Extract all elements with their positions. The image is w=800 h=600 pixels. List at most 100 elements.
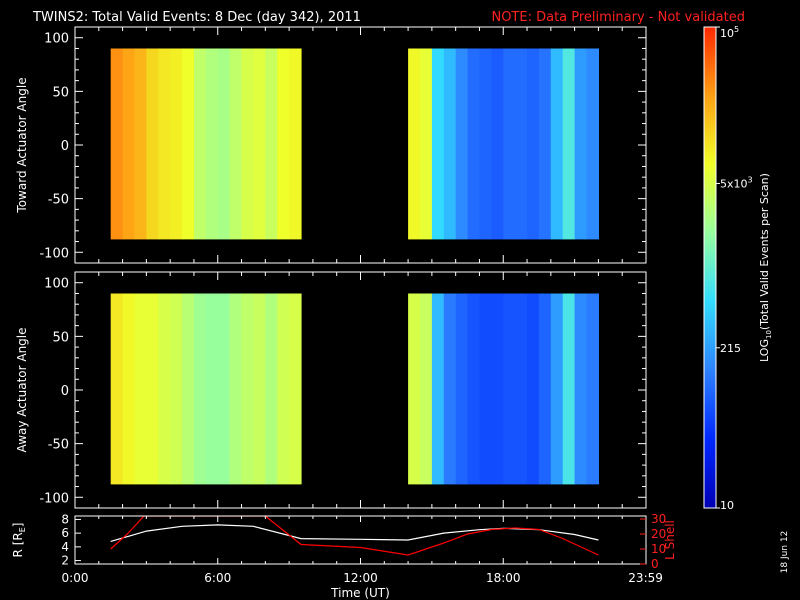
left-y-tick-label: 6 bbox=[61, 526, 69, 540]
heatmap-cell bbox=[586, 293, 599, 485]
data-block-1 bbox=[110, 293, 302, 485]
y-tick-label: -100 bbox=[39, 491, 69, 506]
heatmap-cell bbox=[229, 48, 243, 240]
heatmap-cell bbox=[134, 293, 147, 485]
y-tick-label: -50 bbox=[48, 438, 69, 453]
heatmap-cell bbox=[562, 293, 576, 485]
y-tick-label: 0 bbox=[61, 384, 69, 399]
heatmap-cell bbox=[217, 48, 231, 240]
heatmap-cell bbox=[158, 48, 171, 240]
heatmap-cell bbox=[122, 293, 136, 485]
heatmap-cell bbox=[431, 48, 445, 240]
toward-angle-panel: 100 50 0 -50 -100 Toward Actuator Angle bbox=[15, 26, 647, 264]
heatmap-cell bbox=[538, 293, 552, 485]
heatmap-cell bbox=[443, 48, 457, 240]
left-y-tick-label: 4 bbox=[61, 540, 69, 554]
heatmap-cell bbox=[205, 293, 219, 485]
y-tick-label: 100 bbox=[44, 277, 69, 292]
y-tick-label: 50 bbox=[52, 330, 69, 345]
preliminary-note: NOTE: Data Preliminary - Not validated bbox=[491, 10, 745, 25]
heatmap-cell bbox=[562, 48, 576, 240]
heatmap-cell bbox=[503, 293, 516, 485]
colorbar-label: LOG10(Total Valid Events per Scan) bbox=[758, 173, 773, 362]
heatmap-cell bbox=[467, 293, 481, 485]
left-y-tick-label: 8 bbox=[61, 512, 69, 526]
heatmap-cell bbox=[586, 48, 599, 240]
heatmap-cell bbox=[182, 48, 195, 240]
heatmap-cell bbox=[443, 293, 457, 485]
x-tick-label: 12:00 bbox=[343, 571, 378, 585]
left-y-axis-label: R [RE] bbox=[11, 523, 27, 558]
colorbar-tick-base: 10 bbox=[720, 499, 734, 512]
heatmap-cell bbox=[122, 48, 136, 240]
heatmap-cell bbox=[420, 293, 433, 485]
colorbar-label-sub: 10 bbox=[765, 330, 773, 339]
left-y-label-end: ] bbox=[11, 523, 25, 528]
x-tick-label: 0:00 bbox=[62, 571, 89, 585]
colorbar-tick-base: 10 bbox=[720, 27, 734, 40]
heatmap-cell bbox=[253, 48, 266, 240]
heatmap-cell bbox=[110, 48, 124, 240]
colorbar-tick-label: 215 bbox=[720, 342, 741, 355]
away-angle-panel: 100 50 0 -50 -100 Away Actuator Angle bbox=[15, 271, 647, 509]
heatmap-cell bbox=[194, 48, 207, 240]
data-block-1 bbox=[110, 48, 302, 240]
heatmap-cell bbox=[550, 48, 564, 240]
line-series-group bbox=[110, 516, 599, 556]
heatmap-cell bbox=[455, 48, 469, 240]
heatmap-cell bbox=[491, 48, 504, 240]
colorbar-gradient bbox=[703, 26, 717, 509]
heatmap-cell bbox=[289, 293, 302, 485]
heatmap-cell bbox=[408, 48, 421, 240]
right-y-tick-label: 20 bbox=[651, 527, 666, 541]
heatmap-cell bbox=[134, 48, 147, 240]
data-block-2 bbox=[408, 48, 599, 240]
side-date: 18 Jun 12 bbox=[780, 531, 790, 574]
lshell-series-line bbox=[110, 516, 599, 556]
right-y-tick-label: 10 bbox=[651, 542, 666, 556]
colorbar-label-base: LOG bbox=[758, 339, 771, 362]
heatmap-cell bbox=[253, 293, 266, 485]
y-tick-label: -100 bbox=[39, 246, 69, 261]
heatmap-cell bbox=[515, 293, 528, 485]
colorbar-tick-label: 5x103 bbox=[720, 175, 753, 190]
left-y-tick-label: 2 bbox=[61, 554, 69, 568]
right-y-axis-label: L Shell bbox=[663, 520, 677, 560]
heatmap-cell bbox=[277, 48, 290, 240]
colorbar-label-rest: (Total Valid Events per Scan) bbox=[758, 173, 771, 330]
heatmap-cell bbox=[431, 293, 445, 485]
heatmap-cell bbox=[146, 48, 159, 240]
heatmap-cell bbox=[491, 293, 504, 485]
heatmap-cell bbox=[170, 293, 183, 485]
colorbar-tick-base: 5x10 bbox=[720, 177, 748, 190]
heatmap-cell bbox=[217, 293, 231, 485]
heatmap-cell bbox=[550, 293, 564, 485]
colorbar-tick-base: 215 bbox=[720, 342, 741, 355]
heatmap-cell bbox=[241, 293, 254, 485]
heatmap-cell bbox=[265, 48, 278, 240]
y-tick-label: 50 bbox=[52, 85, 69, 100]
heatmap-cell bbox=[408, 293, 421, 485]
x-axis-label: Time (UT) bbox=[330, 586, 390, 600]
heatmap-cell bbox=[455, 293, 469, 485]
right-y-tick-label: 0 bbox=[651, 557, 659, 571]
heatmap-cell bbox=[527, 293, 540, 485]
heatmap-cell bbox=[146, 293, 159, 485]
heatmap-cell bbox=[467, 48, 481, 240]
colorbar-tick-exp: 3 bbox=[748, 175, 753, 184]
heatmap-cell bbox=[527, 48, 540, 240]
left-y-label-sub: E bbox=[18, 527, 27, 532]
heatmap-cell bbox=[241, 48, 254, 240]
left-y-label-base: R [R bbox=[11, 532, 25, 557]
x-tick-label: 6:00 bbox=[204, 571, 231, 585]
heatmap-cell bbox=[182, 293, 195, 485]
heatmap-cell bbox=[479, 293, 492, 485]
heatmap-cell bbox=[574, 293, 588, 485]
heatmap-cell bbox=[289, 48, 302, 240]
y-tick-label: 0 bbox=[61, 139, 69, 154]
heatmap-cell bbox=[574, 48, 588, 240]
heatmap-cell bbox=[265, 293, 278, 485]
